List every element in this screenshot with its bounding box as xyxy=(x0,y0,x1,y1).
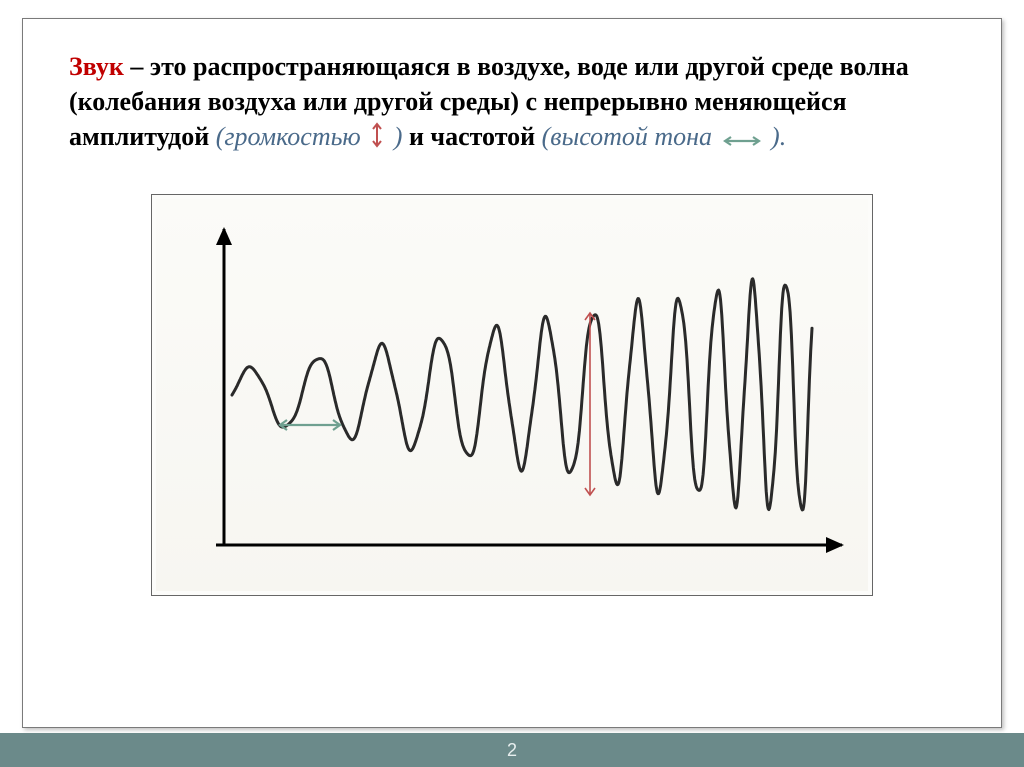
waveform-svg xyxy=(152,195,872,595)
footer-bar: 2 xyxy=(0,733,1024,767)
slide-frame: Звук – это распространяющаяся в воздухе,… xyxy=(22,18,1002,728)
paren-amplitude-word: громкостью xyxy=(224,122,360,151)
dash: – xyxy=(124,52,150,81)
term-sound: Звук xyxy=(69,52,124,81)
page-number: 2 xyxy=(507,740,517,760)
paren-open-2: ( xyxy=(542,122,551,151)
paren-frequency-word: высотой тона xyxy=(550,122,712,151)
connector: и частотой xyxy=(402,122,541,151)
waveform-chart xyxy=(151,194,873,596)
frequency-arrow-icon xyxy=(721,122,763,157)
paren-close-2: ). xyxy=(771,122,786,151)
slide: Звук – это распространяющаяся в воздухе,… xyxy=(0,0,1024,767)
amplitude-arrow-icon xyxy=(369,121,385,158)
definition-paragraph: Звук – это распространяющаяся в воздухе,… xyxy=(69,49,955,158)
